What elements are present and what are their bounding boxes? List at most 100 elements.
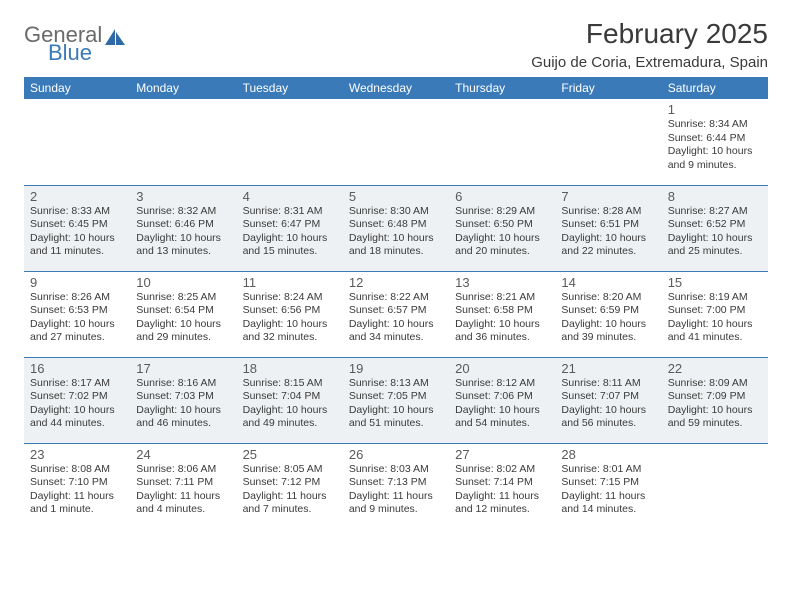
calendar-cell: 20Sunrise: 8:12 AMSunset: 7:06 PMDayligh… bbox=[449, 357, 555, 443]
day-number: 11 bbox=[243, 275, 337, 290]
calendar-cell: 26Sunrise: 8:03 AMSunset: 7:13 PMDayligh… bbox=[343, 443, 449, 529]
sunset-text: Sunset: 6:47 PM bbox=[243, 218, 337, 232]
sunset-text: Sunset: 6:57 PM bbox=[349, 304, 443, 318]
daylight-text: Daylight: 10 hours and 49 minutes. bbox=[243, 404, 337, 431]
calendar-cell: 24Sunrise: 8:06 AMSunset: 7:11 PMDayligh… bbox=[130, 443, 236, 529]
calendar-cell bbox=[130, 99, 236, 185]
day-info: Sunrise: 8:02 AMSunset: 7:14 PMDaylight:… bbox=[455, 463, 549, 518]
daylight-text: Daylight: 10 hours and 15 minutes. bbox=[243, 232, 337, 259]
calendar-cell: 4Sunrise: 8:31 AMSunset: 6:47 PMDaylight… bbox=[237, 185, 343, 271]
calendar-cell bbox=[237, 99, 343, 185]
sunrise-text: Sunrise: 8:09 AM bbox=[668, 377, 762, 391]
day-info: Sunrise: 8:05 AMSunset: 7:12 PMDaylight:… bbox=[243, 463, 337, 518]
sunset-text: Sunset: 6:50 PM bbox=[455, 218, 549, 232]
sunset-text: Sunset: 6:46 PM bbox=[136, 218, 230, 232]
calendar-cell: 15Sunrise: 8:19 AMSunset: 7:00 PMDayligh… bbox=[662, 271, 768, 357]
sunset-text: Sunset: 7:15 PM bbox=[561, 476, 655, 490]
sunrise-text: Sunrise: 8:21 AM bbox=[455, 291, 549, 305]
day-info: Sunrise: 8:12 AMSunset: 7:06 PMDaylight:… bbox=[455, 377, 549, 432]
calendar-week-row: 2Sunrise: 8:33 AMSunset: 6:45 PMDaylight… bbox=[24, 185, 768, 271]
day-number: 15 bbox=[668, 275, 762, 290]
page-title: February 2025 bbox=[531, 18, 768, 50]
daylight-text: Daylight: 10 hours and 36 minutes. bbox=[455, 318, 549, 345]
sunrise-text: Sunrise: 8:13 AM bbox=[349, 377, 443, 391]
sunset-text: Sunset: 6:44 PM bbox=[668, 132, 762, 146]
sunrise-text: Sunrise: 8:33 AM bbox=[30, 205, 124, 219]
calendar-cell: 8Sunrise: 8:27 AMSunset: 6:52 PMDaylight… bbox=[662, 185, 768, 271]
calendar-cell: 3Sunrise: 8:32 AMSunset: 6:46 PMDaylight… bbox=[130, 185, 236, 271]
day-number: 2 bbox=[30, 189, 124, 204]
sunrise-text: Sunrise: 8:15 AM bbox=[243, 377, 337, 391]
sunset-text: Sunset: 6:56 PM bbox=[243, 304, 337, 318]
sunset-text: Sunset: 7:02 PM bbox=[30, 390, 124, 404]
day-info: Sunrise: 8:30 AMSunset: 6:48 PMDaylight:… bbox=[349, 205, 443, 260]
day-info: Sunrise: 8:13 AMSunset: 7:05 PMDaylight:… bbox=[349, 377, 443, 432]
daylight-text: Daylight: 11 hours and 1 minute. bbox=[30, 490, 124, 517]
day-header: Sunday bbox=[24, 77, 130, 99]
calendar-cell: 10Sunrise: 8:25 AMSunset: 6:54 PMDayligh… bbox=[130, 271, 236, 357]
calendar-week-row: 23Sunrise: 8:08 AMSunset: 7:10 PMDayligh… bbox=[24, 443, 768, 529]
day-info: Sunrise: 8:17 AMSunset: 7:02 PMDaylight:… bbox=[30, 377, 124, 432]
sunrise-text: Sunrise: 8:34 AM bbox=[668, 118, 762, 132]
daylight-text: Daylight: 10 hours and 27 minutes. bbox=[30, 318, 124, 345]
header: General Blue February 2025 Guijo de Cori… bbox=[24, 18, 768, 71]
daylight-text: Daylight: 10 hours and 25 minutes. bbox=[668, 232, 762, 259]
sunset-text: Sunset: 6:59 PM bbox=[561, 304, 655, 318]
calendar-cell: 5Sunrise: 8:30 AMSunset: 6:48 PMDaylight… bbox=[343, 185, 449, 271]
daylight-text: Daylight: 10 hours and 56 minutes. bbox=[561, 404, 655, 431]
day-info: Sunrise: 8:32 AMSunset: 6:46 PMDaylight:… bbox=[136, 205, 230, 260]
sunset-text: Sunset: 6:51 PM bbox=[561, 218, 655, 232]
day-header: Thursday bbox=[449, 77, 555, 99]
day-header: Friday bbox=[555, 77, 661, 99]
sunset-text: Sunset: 7:10 PM bbox=[30, 476, 124, 490]
day-number: 14 bbox=[561, 275, 655, 290]
calendar-cell bbox=[343, 99, 449, 185]
day-info: Sunrise: 8:31 AMSunset: 6:47 PMDaylight:… bbox=[243, 205, 337, 260]
calendar-cell: 28Sunrise: 8:01 AMSunset: 7:15 PMDayligh… bbox=[555, 443, 661, 529]
sunset-text: Sunset: 7:00 PM bbox=[668, 304, 762, 318]
calendar-cell: 12Sunrise: 8:22 AMSunset: 6:57 PMDayligh… bbox=[343, 271, 449, 357]
day-info: Sunrise: 8:33 AMSunset: 6:45 PMDaylight:… bbox=[30, 205, 124, 260]
day-info: Sunrise: 8:11 AMSunset: 7:07 PMDaylight:… bbox=[561, 377, 655, 432]
day-number: 1 bbox=[668, 102, 762, 117]
day-number: 20 bbox=[455, 361, 549, 376]
sunrise-text: Sunrise: 8:08 AM bbox=[30, 463, 124, 477]
day-info: Sunrise: 8:16 AMSunset: 7:03 PMDaylight:… bbox=[136, 377, 230, 432]
calendar-week-row: 16Sunrise: 8:17 AMSunset: 7:02 PMDayligh… bbox=[24, 357, 768, 443]
sunrise-text: Sunrise: 8:05 AM bbox=[243, 463, 337, 477]
daylight-text: Daylight: 10 hours and 54 minutes. bbox=[455, 404, 549, 431]
location-text: Guijo de Coria, Extremadura, Spain bbox=[531, 54, 768, 71]
day-info: Sunrise: 8:25 AMSunset: 6:54 PMDaylight:… bbox=[136, 291, 230, 346]
day-number: 10 bbox=[136, 275, 230, 290]
day-header: Wednesday bbox=[343, 77, 449, 99]
sunrise-text: Sunrise: 8:29 AM bbox=[455, 205, 549, 219]
daylight-text: Daylight: 10 hours and 59 minutes. bbox=[668, 404, 762, 431]
daylight-text: Daylight: 10 hours and 9 minutes. bbox=[668, 145, 762, 172]
day-info: Sunrise: 8:27 AMSunset: 6:52 PMDaylight:… bbox=[668, 205, 762, 260]
calendar-cell: 17Sunrise: 8:16 AMSunset: 7:03 PMDayligh… bbox=[130, 357, 236, 443]
calendar-cell: 11Sunrise: 8:24 AMSunset: 6:56 PMDayligh… bbox=[237, 271, 343, 357]
sunrise-text: Sunrise: 8:17 AM bbox=[30, 377, 124, 391]
daylight-text: Daylight: 10 hours and 13 minutes. bbox=[136, 232, 230, 259]
calendar-table: Sunday Monday Tuesday Wednesday Thursday… bbox=[24, 77, 768, 529]
sunset-text: Sunset: 6:52 PM bbox=[668, 218, 762, 232]
sunrise-text: Sunrise: 8:28 AM bbox=[561, 205, 655, 219]
calendar-cell: 18Sunrise: 8:15 AMSunset: 7:04 PMDayligh… bbox=[237, 357, 343, 443]
day-number: 18 bbox=[243, 361, 337, 376]
day-number: 17 bbox=[136, 361, 230, 376]
daylight-text: Daylight: 10 hours and 18 minutes. bbox=[349, 232, 443, 259]
day-header: Saturday bbox=[662, 77, 768, 99]
sunrise-text: Sunrise: 8:02 AM bbox=[455, 463, 549, 477]
day-number: 21 bbox=[561, 361, 655, 376]
day-number: 23 bbox=[30, 447, 124, 462]
calendar-week-row: 1Sunrise: 8:34 AMSunset: 6:44 PMDaylight… bbox=[24, 99, 768, 185]
calendar-cell: 27Sunrise: 8:02 AMSunset: 7:14 PMDayligh… bbox=[449, 443, 555, 529]
sunset-text: Sunset: 6:58 PM bbox=[455, 304, 549, 318]
day-number: 16 bbox=[30, 361, 124, 376]
sunrise-text: Sunrise: 8:30 AM bbox=[349, 205, 443, 219]
sunset-text: Sunset: 7:04 PM bbox=[243, 390, 337, 404]
day-number: 24 bbox=[136, 447, 230, 462]
day-info: Sunrise: 8:08 AMSunset: 7:10 PMDaylight:… bbox=[30, 463, 124, 518]
sunrise-text: Sunrise: 8:01 AM bbox=[561, 463, 655, 477]
day-number: 25 bbox=[243, 447, 337, 462]
